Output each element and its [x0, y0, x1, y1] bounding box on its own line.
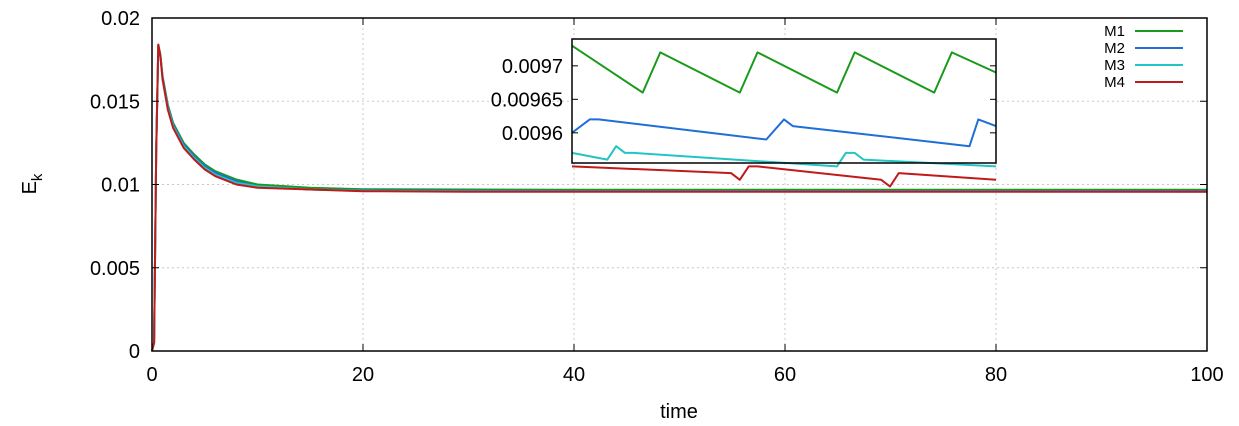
- y-axis-label: Ek: [19, 173, 46, 194]
- y-tick-label: 0.02: [101, 8, 140, 30]
- inset-series-line-M1: [571, 44, 997, 94]
- y-axis-label-subscript: k: [29, 173, 46, 181]
- x-tick-label: 20: [352, 364, 374, 386]
- x-tick-label: 40: [563, 364, 585, 386]
- x-tick-label: 60: [774, 364, 796, 386]
- inset-series-line-M3: [571, 145, 997, 168]
- inset-chart: 0.0097 0.00965 0.0096: [491, 38, 997, 188]
- inset-y-tick-label: 0.0096: [502, 123, 563, 145]
- inset-y-tick-label: 0.0097: [502, 56, 563, 78]
- y-tick-label: 0.015: [90, 91, 140, 113]
- x-axis-label: time: [660, 401, 698, 423]
- axis-ticks: 0 20 40 60 80 100 0 0.005 0.01 0.015 0.02: [90, 8, 1224, 386]
- axis-titles: time Ek: [19, 173, 698, 423]
- legend-label-M3: M3: [1104, 57, 1125, 74]
- legend-label-M1: M1: [1104, 23, 1125, 40]
- x-tick-label: 80: [985, 364, 1007, 386]
- x-tick-label: 100: [1190, 364, 1223, 386]
- inset-series-line-M4: [571, 165, 997, 188]
- legend-label-M4: M4: [1104, 74, 1125, 91]
- legend-label-M2: M2: [1104, 40, 1125, 57]
- y-tick-label: 0: [129, 341, 140, 363]
- y-tick-label: 0.005: [90, 258, 140, 280]
- x-tick-label: 0: [146, 364, 157, 386]
- y-tick-label: 0.01: [101, 175, 140, 197]
- inset-series-line-M2: [571, 118, 997, 148]
- inset-y-tick-label: 0.00965: [491, 89, 563, 111]
- series-line-M4: [151, 43, 1207, 352]
- inset-background: [572, 39, 996, 163]
- series-lines: [151, 43, 1208, 352]
- inset-frame: [571, 38, 997, 164]
